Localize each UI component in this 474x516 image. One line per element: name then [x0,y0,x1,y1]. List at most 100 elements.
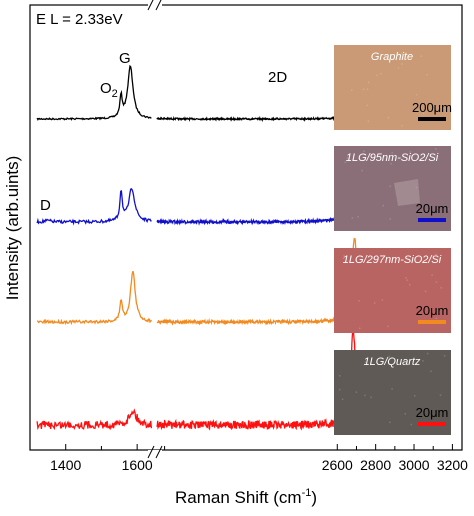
inset-speck [415,93,418,96]
peak-label-o2: O2 [100,80,118,100]
inset-speck [381,299,384,301]
inset-speck [389,185,391,188]
inset-speck [370,396,372,399]
inset-speck [391,388,393,390]
inset-speck [366,88,369,91]
x-tick-label-3: 2800 [360,457,391,473]
inset-title-2: 1LG/297nm-SiO2/Si [343,254,442,266]
inset-scale-bar-2 [418,320,446,324]
peak-label-g: G [119,50,131,67]
inset-speck [406,279,408,281]
inset-speck [357,216,359,218]
inset-speck [371,153,373,156]
inset-speck [358,300,360,302]
inset-speck [391,152,393,154]
inset-speck [409,151,412,153]
inset-speck [435,281,438,283]
inset-scale-label-1: 20μm [416,201,449,216]
inset-speck [341,398,344,401]
inset-speck [387,116,390,119]
inset-1: 1LG/95nm-SiO2/Si 20μm [334,146,451,231]
inset-speck [361,169,364,172]
inset-speck [430,370,432,372]
peak-label-d: D [40,197,51,214]
inset-speck [362,88,365,91]
inset-speck [351,217,354,219]
inset-title-1: 1LG/95nm-SiO2/Si [346,152,439,164]
inset-scale-bar-3 [418,422,446,426]
inset-speck [404,413,407,415]
inset-speck [435,317,438,320]
inset-image-2 [334,248,451,333]
inset-speck [414,395,416,397]
inset-speck [380,73,382,75]
axis-break [147,0,163,459]
spectra-group [36,64,384,431]
inset-speck [434,148,437,150]
inset-speck [440,106,442,109]
x-tick-label-5: 3200 [437,457,468,473]
inset-3: 1LG/Quartz 20μm [334,350,451,435]
inset-0: Graphite 200μm [334,45,452,130]
spectrum-line-1-0 [36,187,152,226]
inset-speck [420,55,422,58]
inset-speck [422,112,425,115]
inset-speck [388,355,390,358]
inset-speck [426,73,428,76]
inset-speck [350,89,353,91]
inset-speck [440,287,442,289]
ticks-group: 1400 1600 2600 2800 3000 3200 [29,444,468,473]
inset-speck [338,388,341,391]
inset-speck [342,257,345,259]
inset-speck [363,150,365,153]
inset-speck [355,391,358,393]
plot-frame [29,4,463,451]
inset-speck [366,104,368,107]
y-axis-title: Intensity (arb.uints) [3,156,22,301]
energy-label: E L = 2.33eV [36,11,123,28]
spectrum-line-0-0 [36,64,152,121]
x-axis-title: Raman Shift (cm-1) [175,487,317,507]
inset-speck [447,208,449,210]
inset-speck [346,157,349,159]
inset-speck [419,159,422,162]
inset-speck [339,375,341,377]
inset-speck [438,258,441,260]
inset-speck [422,360,424,362]
inset-image-0 [334,45,451,130]
x-tick-label-1: 1600 [122,457,153,473]
inset-flake [394,179,420,206]
inset-speck [422,153,425,155]
inset-title-3: 1LG/Quartz [364,356,421,368]
inset-speck [401,124,403,127]
inset-scale-label-3: 20μm [416,405,449,420]
peak-label-2d: 2D [268,69,287,86]
inset-speck [426,352,429,355]
inset-speck [439,394,442,396]
inset-speck [390,163,392,165]
x-tick-label-4: 3000 [398,457,429,473]
inset-speck [344,161,347,164]
inset-speck [424,290,427,293]
inset-speck [367,120,370,122]
inset-image-1 [334,146,451,231]
inset-speck [401,52,403,55]
spectrum-line-3-0 [36,408,153,431]
inset-speck [443,355,446,357]
inset-speck [364,394,366,397]
inset-speck [408,284,411,286]
inset-scale-label-2: 20μm [416,303,449,318]
x-tick-label-2: 2600 [322,457,353,473]
x-tick-label-0: 1400 [50,457,81,473]
inset-speck [397,67,400,69]
inset-speck [410,423,413,426]
inset-speck [401,63,403,65]
inset-speck [389,421,391,424]
inset-title-0: Graphite [371,51,413,63]
inset-speck [415,186,418,189]
inset-speck [343,255,345,257]
inset-speck [435,253,437,256]
inset-speck [382,204,384,207]
